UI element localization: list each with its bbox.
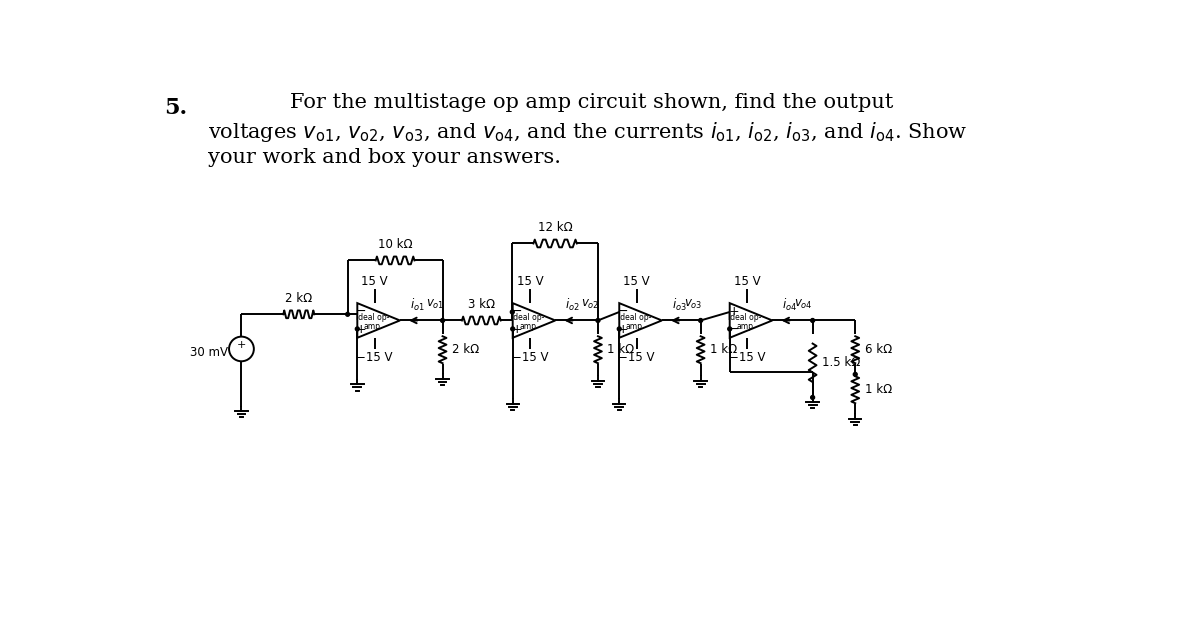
Text: Ideal op-: Ideal op- xyxy=(728,313,762,322)
Text: 15 V: 15 V xyxy=(734,275,761,288)
Text: 12 kΩ: 12 kΩ xyxy=(538,221,572,234)
Text: −15 V: −15 V xyxy=(356,351,394,364)
Text: +: + xyxy=(236,340,246,350)
Text: −15 V: −15 V xyxy=(728,351,766,364)
Text: For the multistage op amp circuit shown, find the output: For the multistage op amp circuit shown,… xyxy=(289,93,893,112)
Circle shape xyxy=(596,319,600,323)
Text: Ideal op-: Ideal op- xyxy=(618,313,652,322)
Text: −: − xyxy=(511,305,522,318)
Text: +: + xyxy=(511,323,522,336)
Text: 1 kΩ: 1 kΩ xyxy=(607,343,635,356)
Text: 1 kΩ: 1 kΩ xyxy=(864,383,892,396)
Circle shape xyxy=(853,372,857,376)
Text: 15 V: 15 V xyxy=(623,275,650,288)
Text: 1 kΩ: 1 kΩ xyxy=(710,343,737,356)
Text: −: − xyxy=(356,305,366,318)
Circle shape xyxy=(346,312,349,316)
Text: your work and box your answers.: your work and box your answers. xyxy=(208,148,562,167)
Text: 3 kΩ: 3 kΩ xyxy=(468,298,494,311)
Text: Ideal op-: Ideal op- xyxy=(355,313,389,322)
Circle shape xyxy=(811,396,815,399)
Text: +: + xyxy=(618,323,629,336)
Circle shape xyxy=(727,327,732,331)
Text: $v_{o3}$: $v_{o3}$ xyxy=(684,298,702,311)
Circle shape xyxy=(698,319,702,323)
Text: 5.: 5. xyxy=(164,97,187,119)
Text: $v_{o2}$: $v_{o2}$ xyxy=(581,298,600,311)
Circle shape xyxy=(811,319,815,323)
Text: Ideal op-: Ideal op- xyxy=(511,313,545,322)
Text: amp: amp xyxy=(520,322,536,331)
Text: $i_{o4}$: $i_{o4}$ xyxy=(782,297,797,312)
Text: $v_{o1}$: $v_{o1}$ xyxy=(426,298,444,311)
Circle shape xyxy=(510,310,515,314)
Text: $i_{o2}$: $i_{o2}$ xyxy=(565,297,580,312)
Text: 10 kΩ: 10 kΩ xyxy=(378,238,413,251)
Text: 1.5 kΩ: 1.5 kΩ xyxy=(822,357,860,369)
Text: $i_{o3}$: $i_{o3}$ xyxy=(672,297,686,312)
Text: −: − xyxy=(618,305,629,318)
Text: 15 V: 15 V xyxy=(361,275,388,288)
Text: $v_{o4}$: $v_{o4}$ xyxy=(794,298,812,311)
Text: 2 kΩ: 2 kΩ xyxy=(286,292,312,305)
Text: amp: amp xyxy=(626,322,643,331)
Text: +: + xyxy=(728,305,739,318)
Text: $i_{o1}$: $i_{o1}$ xyxy=(409,297,425,312)
Text: +: + xyxy=(356,323,366,336)
Text: 15 V: 15 V xyxy=(517,275,544,288)
Text: voltages $v_{\rm o1}$, $v_{\rm o2}$, $v_{\rm o3}$, and $v_{\rm o4}$, and the cur: voltages $v_{\rm o1}$, $v_{\rm o2}$, $v_… xyxy=(208,120,967,144)
Text: −15 V: −15 V xyxy=(512,351,548,364)
Text: 6 kΩ: 6 kΩ xyxy=(864,343,892,356)
Text: 2 kΩ: 2 kΩ xyxy=(452,343,479,356)
Text: amp: amp xyxy=(364,322,380,331)
Text: −15 V: −15 V xyxy=(618,351,655,364)
Circle shape xyxy=(355,327,359,331)
Circle shape xyxy=(440,319,444,323)
Text: −: − xyxy=(728,323,739,336)
Text: amp: amp xyxy=(737,322,754,331)
Circle shape xyxy=(617,327,622,331)
Circle shape xyxy=(511,327,515,331)
Text: 30 mV: 30 mV xyxy=(191,346,228,359)
